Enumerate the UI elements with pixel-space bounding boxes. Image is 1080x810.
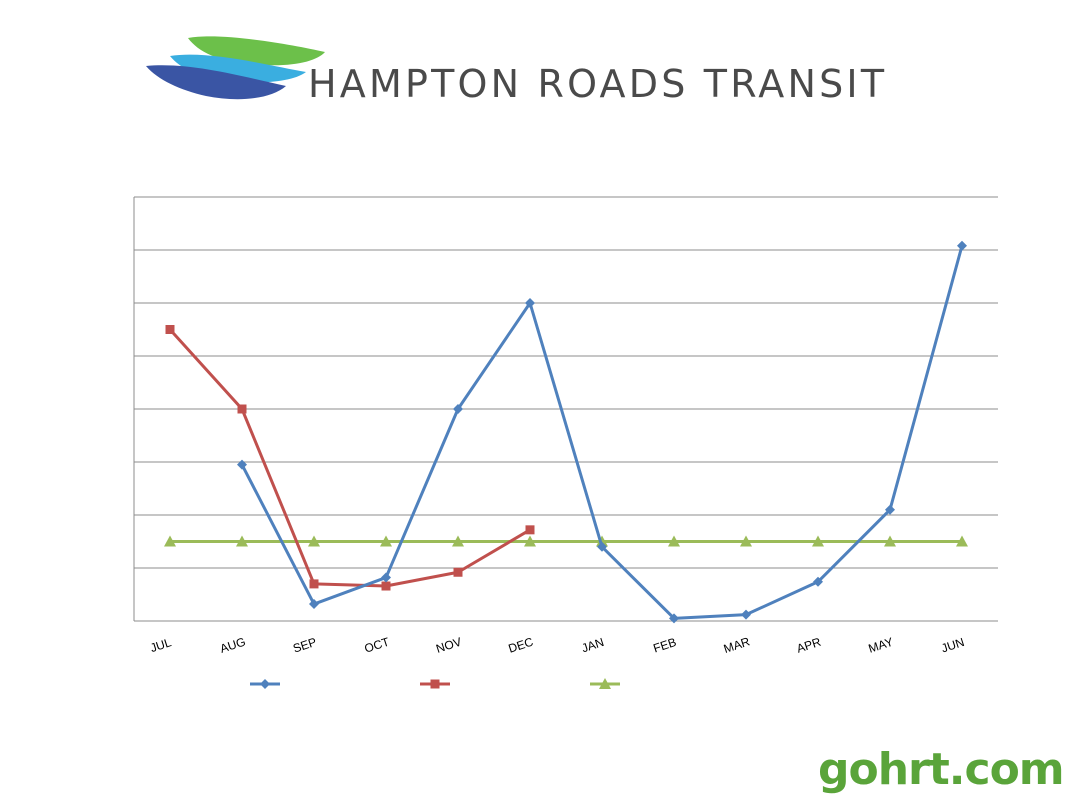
footer-site-logo: gohrt.com	[818, 744, 1065, 795]
data-point	[741, 609, 751, 620]
x-tick-label: JAN	[580, 635, 606, 655]
series-2	[165, 325, 535, 591]
data-point	[525, 525, 535, 535]
chart-grid	[133, 196, 998, 622]
x-tick-label: NOV	[434, 635, 463, 656]
data-point	[165, 325, 175, 334]
x-tick-label: FEB	[652, 635, 679, 656]
legend-entry	[420, 679, 450, 689]
brand-name: HAMPTON ROADS TRANSIT	[308, 62, 888, 106]
data-point	[812, 535, 824, 547]
data-point	[599, 678, 611, 689]
data-point	[453, 567, 463, 577]
logo-stripe-dark-blue	[146, 65, 286, 100]
data-point	[381, 572, 391, 583]
x-tick-label: DEC	[507, 635, 536, 656]
chart-series	[164, 240, 968, 624]
data-point	[740, 535, 752, 547]
series-line	[168, 328, 531, 588]
x-tick-label: MAR	[722, 634, 752, 656]
x-tick-label: MAY	[867, 635, 895, 656]
data-point	[524, 535, 536, 547]
data-point	[430, 679, 440, 689]
header-logo	[146, 36, 325, 100]
legend-entry	[250, 679, 280, 689]
data-point	[669, 613, 679, 624]
series-3	[164, 535, 968, 547]
data-point	[453, 404, 463, 414]
data-point	[596, 535, 608, 547]
data-point	[884, 535, 896, 547]
data-point	[452, 535, 464, 547]
x-tick-label: SEP	[291, 635, 318, 656]
series-1	[237, 240, 967, 624]
data-point	[260, 679, 270, 689]
data-point	[525, 298, 535, 308]
data-point	[668, 535, 680, 547]
data-point	[380, 535, 392, 547]
data-point	[597, 541, 607, 552]
data-point	[236, 535, 248, 547]
data-point	[885, 504, 895, 515]
data-point	[956, 535, 968, 547]
data-point	[237, 459, 247, 470]
x-tick-label: JUN	[940, 635, 967, 656]
chart-legend	[250, 678, 620, 689]
x-tick-label: APR	[795, 635, 823, 656]
data-point	[957, 240, 967, 251]
series-line	[240, 245, 964, 620]
line-chart: JUL AUG SEP OCT NOV DEC JAN FEB MAR APR MAY JUN	[133, 196, 998, 689]
data-point	[813, 576, 823, 587]
x-tick-label: JUL	[148, 635, 173, 655]
data-point	[381, 581, 391, 591]
x-tick-label: AUG	[218, 635, 247, 656]
data-point	[309, 579, 319, 589]
legend-entry	[590, 678, 620, 689]
data-point	[164, 535, 176, 547]
data-point	[308, 535, 320, 547]
data-point	[309, 599, 319, 610]
x-tick-label: OCT	[363, 634, 392, 655]
data-point	[237, 404, 247, 414]
x-axis-ticks: JUL AUG SEP OCT NOV DEC JAN FEB MAR APR MAY JUN	[148, 634, 966, 656]
